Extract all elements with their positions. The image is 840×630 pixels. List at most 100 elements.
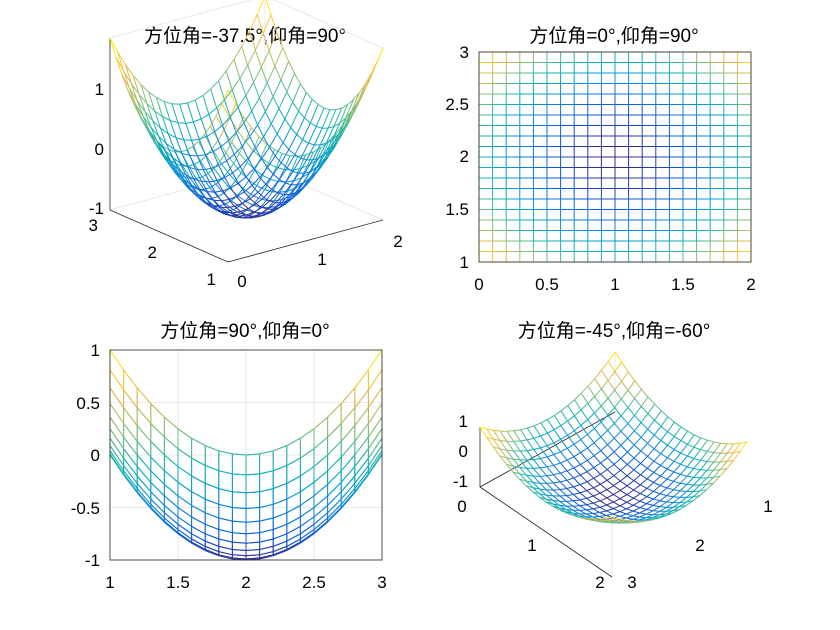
p4-mesh-segment	[686, 477, 694, 485]
p1-mesh-segment	[245, 95, 253, 112]
p3-mesh-segment	[177, 533, 192, 544]
p1-grid-line	[109, 0, 252, 39]
p1-mesh-segment	[214, 191, 222, 201]
p1-mesh-segment	[330, 132, 337, 147]
p4-mesh-segment	[641, 388, 649, 398]
p1-mesh-segment	[288, 61, 295, 74]
p3-mesh-segment	[191, 525, 206, 535]
p4-mesh-segment	[613, 430, 622, 439]
p1-mesh-segment	[218, 165, 226, 178]
p3-mesh-segment	[218, 503, 233, 508]
p4-mesh-segment	[587, 385, 596, 397]
p4-mesh-segment	[706, 469, 714, 479]
p4-mesh-segment	[567, 430, 575, 436]
p2-ytick-3: 3	[460, 43, 469, 62]
p3-mesh-segment	[218, 488, 233, 493]
p1-mesh-segment	[172, 156, 181, 164]
p1-mesh-segment	[185, 121, 194, 124]
p4-mesh-segment	[573, 430, 582, 440]
p4-mesh-segment	[533, 425, 542, 437]
p4-mesh-segment	[640, 422, 649, 430]
p4-mesh-segment	[626, 464, 635, 471]
p1-mesh-segment	[193, 178, 201, 190]
p4-mesh-segment	[587, 442, 595, 449]
p1-mesh-segment	[282, 127, 292, 143]
p4-mesh-segment	[686, 483, 694, 486]
p4-mesh-segment	[512, 471, 520, 475]
p4-mesh-segment	[614, 351, 623, 363]
p1-mesh-segment	[205, 151, 214, 156]
p3-mesh-segment	[123, 423, 138, 442]
p4-mesh-segment	[640, 484, 648, 489]
p4-mesh-segment	[707, 461, 714, 463]
p4-mesh-segment	[673, 471, 681, 475]
p1-mesh-segment	[212, 151, 220, 166]
p3-mesh-segment	[286, 525, 301, 535]
p3-mesh-segment	[218, 551, 233, 556]
p4-mesh-segment	[573, 452, 581, 458]
p1-mesh-segment	[239, 157, 249, 167]
p1-mesh-segment	[294, 73, 301, 85]
p4-mesh-segment	[633, 480, 641, 486]
p4-mesh-segment	[580, 474, 588, 483]
p4-mesh-segment	[593, 495, 601, 502]
p1-mesh-segment	[281, 194, 290, 204]
p3-mesh-segment	[313, 416, 328, 430]
p1-mesh-segment	[312, 144, 321, 161]
p1-mesh-segment	[216, 107, 224, 126]
p4-mesh-segment	[512, 465, 521, 475]
p4-mesh-segment	[580, 393, 589, 404]
p3-mesh-segment	[273, 533, 287, 540]
p1-mesh-segment	[258, 82, 268, 99]
p3-mesh-segment	[191, 542, 206, 552]
p1-mesh-segment	[228, 196, 237, 200]
p4-mesh-segment	[653, 448, 662, 455]
p1-mesh-segment	[171, 157, 179, 170]
p1-mesh-segment	[158, 136, 166, 151]
p4-mesh-segment	[567, 399, 575, 406]
p1-mesh-segment	[233, 59, 241, 79]
p4-mesh-segment	[613, 505, 621, 510]
p1-mesh-segment	[228, 199, 236, 207]
p4-mesh-segment	[546, 475, 554, 484]
p4-mesh-segment	[653, 453, 662, 462]
p1-mesh-segment	[242, 198, 251, 204]
p4-mesh-segment	[666, 481, 674, 489]
p4-mesh-segment	[586, 471, 595, 479]
p4-mesh-segment	[506, 430, 515, 442]
subplot-3-title: 方位角=90°,仰角=0°	[160, 320, 329, 342]
p3-mesh-segment	[327, 423, 342, 438]
p1-mesh-segment	[339, 117, 347, 124]
p4-mesh-segment	[599, 497, 607, 502]
p4-mesh-segment	[552, 500, 560, 506]
p4-mesh-segment	[660, 444, 668, 454]
p1-mesh-segment	[284, 102, 294, 120]
p4-mesh-segment	[579, 490, 587, 494]
p4-mesh-segment	[606, 489, 614, 495]
p3-mesh-segment	[300, 523, 315, 535]
p4-mesh-segment	[653, 475, 661, 483]
p1-mesh-segment	[150, 126, 160, 137]
p1-mesh-segment	[244, 127, 252, 142]
p4-mesh-segment	[633, 497, 641, 502]
p4-mesh-segment	[579, 509, 587, 511]
p1-mesh-segment	[216, 180, 224, 192]
p4-mesh-segment	[640, 437, 648, 444]
p4-mesh-segment	[679, 501, 687, 508]
p4-mesh-segment	[499, 448, 508, 459]
p3-mesh-segment	[286, 538, 301, 547]
p4-mesh-segment	[567, 443, 575, 449]
p3-mesh-segment	[136, 407, 152, 424]
p1-mesh-segment	[221, 199, 229, 202]
p3-mesh-segment	[177, 448, 192, 459]
p1-mesh-segment	[315, 107, 325, 127]
p1-mesh-segment	[217, 192, 224, 198]
p4-mesh-segment	[606, 510, 614, 515]
p4-mesh-segment	[606, 464, 615, 470]
p4-mesh-segment	[546, 464, 554, 468]
subplot-2: 方位角=0°,仰角=90° 3 2.5 2 1.5 1 0 0.5 1 1.5 …	[445, 25, 755, 294]
p4-mesh-segment	[614, 415, 622, 424]
p4-mesh-segment	[600, 450, 608, 459]
p1-mesh-segment	[156, 97, 163, 117]
p4-mesh-segment	[606, 479, 614, 486]
